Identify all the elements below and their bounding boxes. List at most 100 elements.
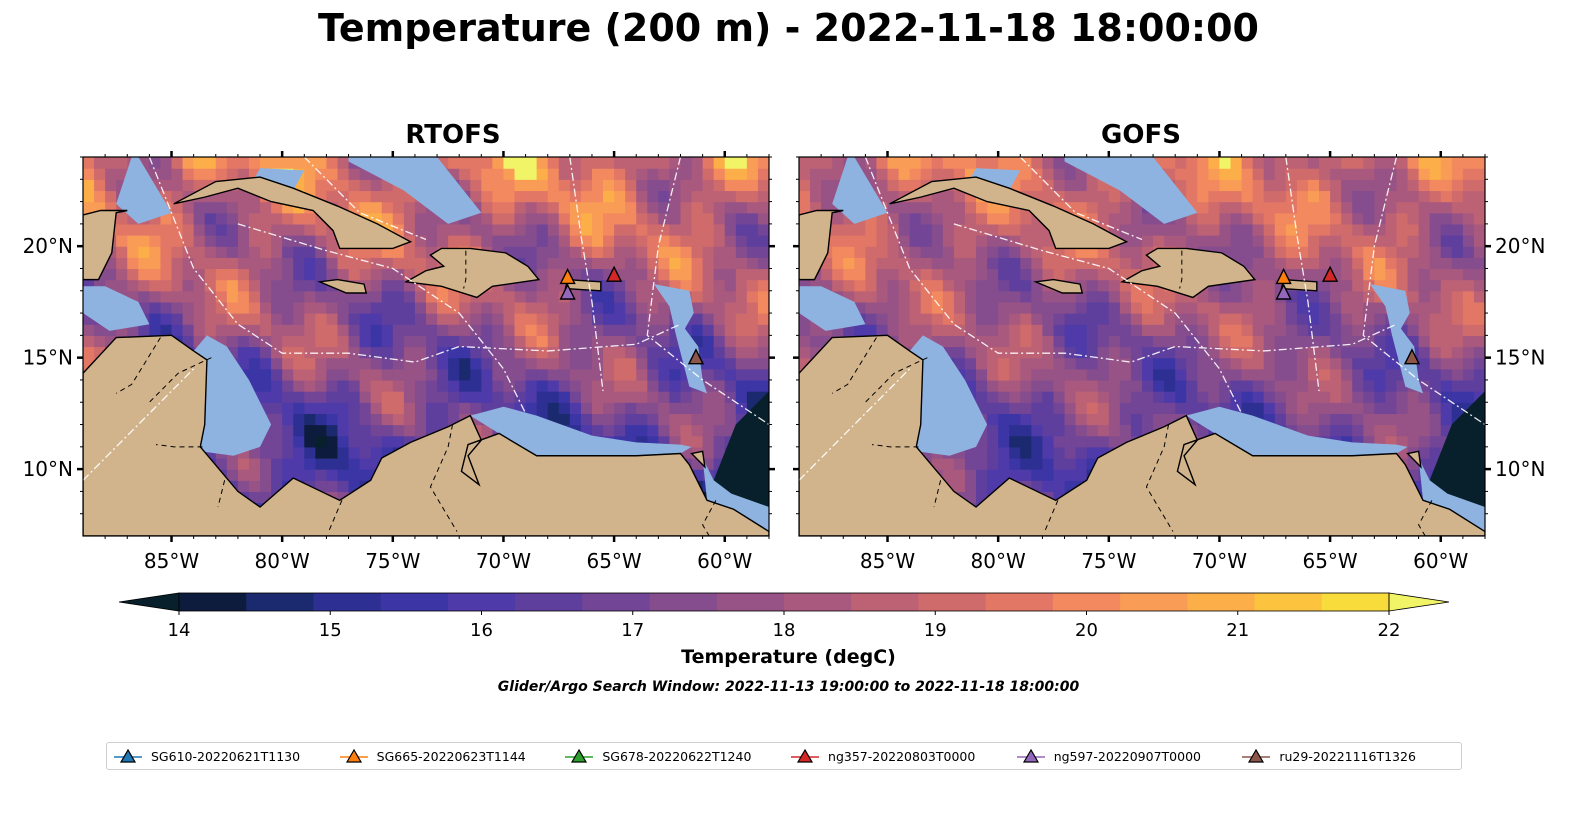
- temperature-cell: [1385, 424, 1398, 437]
- temperature-cell: [304, 391, 316, 403]
- temperature-cell: [1219, 357, 1232, 370]
- temperature-cell: [757, 368, 769, 381]
- temperature-cell: [614, 168, 626, 180]
- temperature-cell: [998, 235, 1010, 247]
- temperature-cell: [1164, 313, 1176, 325]
- temperature-cell: [1097, 435, 1110, 448]
- temperature-cell: [426, 346, 438, 359]
- temperature-cell: [414, 413, 427, 426]
- temperature-cell: [1451, 246, 1464, 258]
- temperature-cell: [647, 223, 659, 236]
- temperature-cell: [348, 424, 361, 437]
- temperature-cell: [920, 279, 933, 292]
- temperature-cell: [403, 268, 416, 281]
- temperature-cell: [403, 368, 416, 381]
- temperature-cell: [1086, 324, 1099, 336]
- temperature-cell: [293, 346, 305, 359]
- temperature-cell: [525, 313, 538, 325]
- temperature-cell: [1263, 257, 1276, 270]
- temperature-cell: [1119, 257, 1132, 270]
- temperature-cell: [492, 190, 505, 203]
- temperature-cell: [854, 268, 866, 281]
- temperature-cell: [1451, 190, 1464, 203]
- temperature-cell: [1086, 246, 1099, 258]
- temperature-cell: [1252, 157, 1265, 169]
- temperature-cell: [854, 257, 866, 270]
- temperature-cell: [492, 212, 505, 225]
- temperature-cell: [1142, 235, 1154, 247]
- temperature-cell: [392, 379, 405, 392]
- temperature-cell: [260, 357, 272, 370]
- temperature-cell: [987, 324, 999, 336]
- temperature-cell: [1020, 290, 1032, 303]
- temperature-cell: [1407, 301, 1420, 314]
- temperature-cell: [337, 480, 350, 493]
- temperature-cell: [226, 469, 239, 481]
- temperature-cell: [746, 313, 759, 325]
- temperature-cell: [558, 379, 571, 392]
- temperature-cell: [237, 279, 250, 292]
- temperature-cell: [898, 235, 911, 247]
- temperature-cell: [680, 402, 693, 414]
- temperature-cell: [127, 324, 139, 336]
- temperature-cell: [713, 168, 726, 180]
- temperature-cell: [614, 357, 626, 370]
- temperature-cell: [1285, 357, 1298, 370]
- temperature-cell: [414, 346, 427, 359]
- temperature-cell: [1086, 179, 1099, 192]
- temperature-cell: [1473, 357, 1485, 370]
- country-border: [1418, 500, 1433, 536]
- temperature-cell: [426, 357, 438, 370]
- temperature-cell: [591, 424, 604, 437]
- temperature-cell: [1263, 379, 1276, 392]
- temperature-cell: [1429, 301, 1442, 314]
- temperature-cell: [381, 402, 394, 414]
- temperature-cell: [580, 179, 593, 192]
- temperature-cell: [149, 246, 162, 258]
- temperature-cell: [116, 212, 128, 225]
- temperature-cell: [998, 290, 1010, 303]
- temperature-cell: [976, 357, 988, 370]
- temperature-cell: [1385, 379, 1398, 392]
- temperature-cell: [1108, 246, 1121, 258]
- temperature-cell: [1130, 301, 1143, 314]
- temperature-cell: [193, 324, 206, 336]
- temperature-cell: [1075, 279, 1088, 292]
- temperature-cell: [942, 157, 955, 169]
- legend-item: SG665-20220623T1144: [339, 748, 559, 764]
- temperature-cell: [702, 424, 715, 437]
- temperature-cell: [1341, 190, 1353, 203]
- temperature-cell: [337, 313, 350, 325]
- temperature-cell: [580, 357, 593, 370]
- temperature-cell: [865, 235, 878, 247]
- temperature-cell: [470, 413, 482, 426]
- temperature-cell: [942, 346, 955, 359]
- temperature-cell: [547, 168, 560, 180]
- temperature-cell: [976, 301, 988, 314]
- temperature-cell: [603, 424, 615, 437]
- temperature-cell: [1374, 368, 1387, 381]
- temperature-cell: [359, 391, 372, 403]
- temperature-cell: [1285, 379, 1298, 392]
- temperature-cell: [1429, 457, 1442, 470]
- temperature-cell: [536, 157, 549, 169]
- temperature-cell: [1097, 402, 1110, 414]
- temperature-cell: [757, 257, 769, 270]
- glider-marker: [1275, 283, 1292, 300]
- land-mass: [173, 176, 413, 250]
- temperature-cell: [987, 435, 999, 448]
- temperature-cell: [248, 190, 261, 203]
- temperature-cell: [680, 446, 693, 459]
- temperature-cell: [1352, 246, 1364, 258]
- temperature-cell: [724, 313, 737, 325]
- temperature-cell: [1429, 179, 1442, 192]
- temperature-cell: [381, 446, 394, 459]
- temperature-cell: [1241, 301, 1254, 314]
- temperature-cell: [359, 190, 372, 203]
- temperature-cell: [1307, 268, 1320, 281]
- temperature-cell: [1175, 379, 1187, 392]
- temperature-cell: [182, 235, 195, 247]
- eez-boundary: [148, 157, 681, 363]
- temperature-cell: [1208, 168, 1221, 180]
- temperature-cell: [503, 279, 516, 292]
